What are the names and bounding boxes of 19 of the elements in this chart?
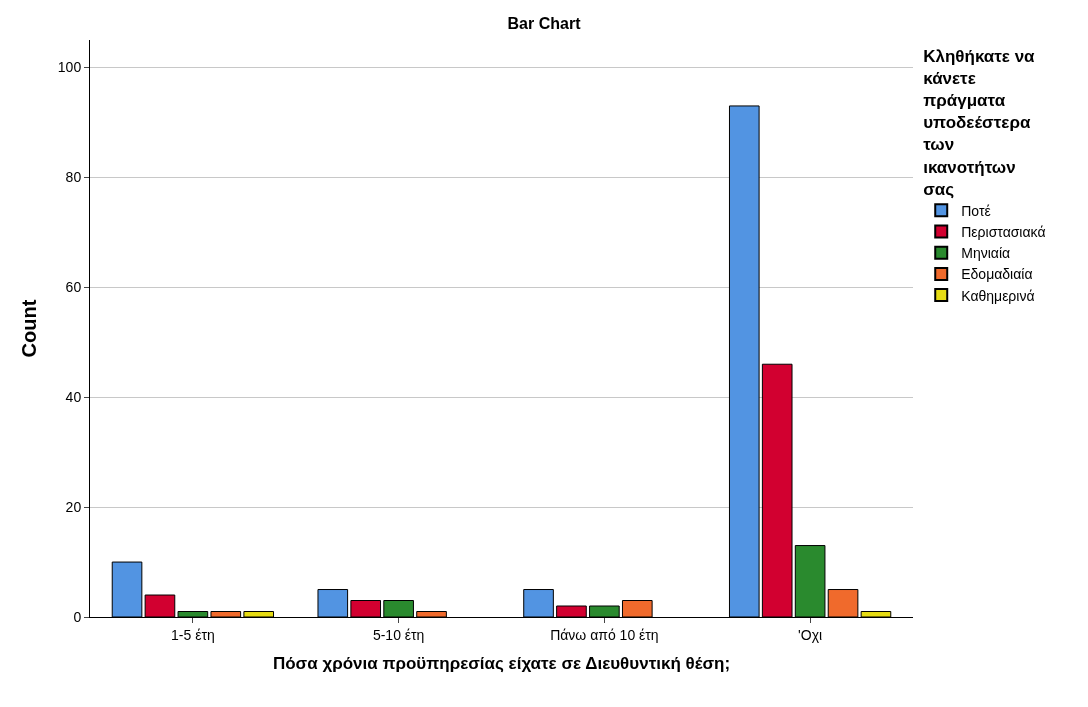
- y-tick-label: 40: [65, 389, 82, 406]
- legend-label: Εδομαδιαία: [961, 266, 1033, 283]
- y-axis-title: Count: [18, 299, 41, 358]
- x-tick-label: 5-10 έτη: [372, 626, 425, 643]
- y-tick-label: 80: [65, 169, 82, 186]
- y-tick-label: 100: [57, 59, 82, 76]
- y-tick-label: 60: [65, 279, 82, 296]
- x-tick-label: 'Οχι: [798, 626, 823, 643]
- legend-label: Περιστασιακά: [961, 223, 1046, 240]
- legend-label: Ποτέ: [961, 202, 991, 219]
- x-axis-title: Πόσα χρόνια προϋπηρεσίας είχατε σε Διευθυντική θέση;: [272, 654, 731, 674]
- legend-label: Μηνιαία: [961, 245, 1011, 262]
- legend-title: Κληθήκατε να κάνετε πράγματα υποδεέστερα των ικανοτήτων σας: [923, 47, 1036, 199]
- y-tick-label: 20: [65, 499, 82, 515]
- x-tick-label: Πάνω από 10 έτη: [550, 626, 659, 643]
- y-tick-label: 0: [73, 608, 82, 625]
- legend-label: Καθημερινά: [961, 287, 1035, 304]
- x-tick-label: 1-5 έτη: [171, 626, 215, 643]
- chart-title: Bar Chart: [507, 14, 582, 32]
